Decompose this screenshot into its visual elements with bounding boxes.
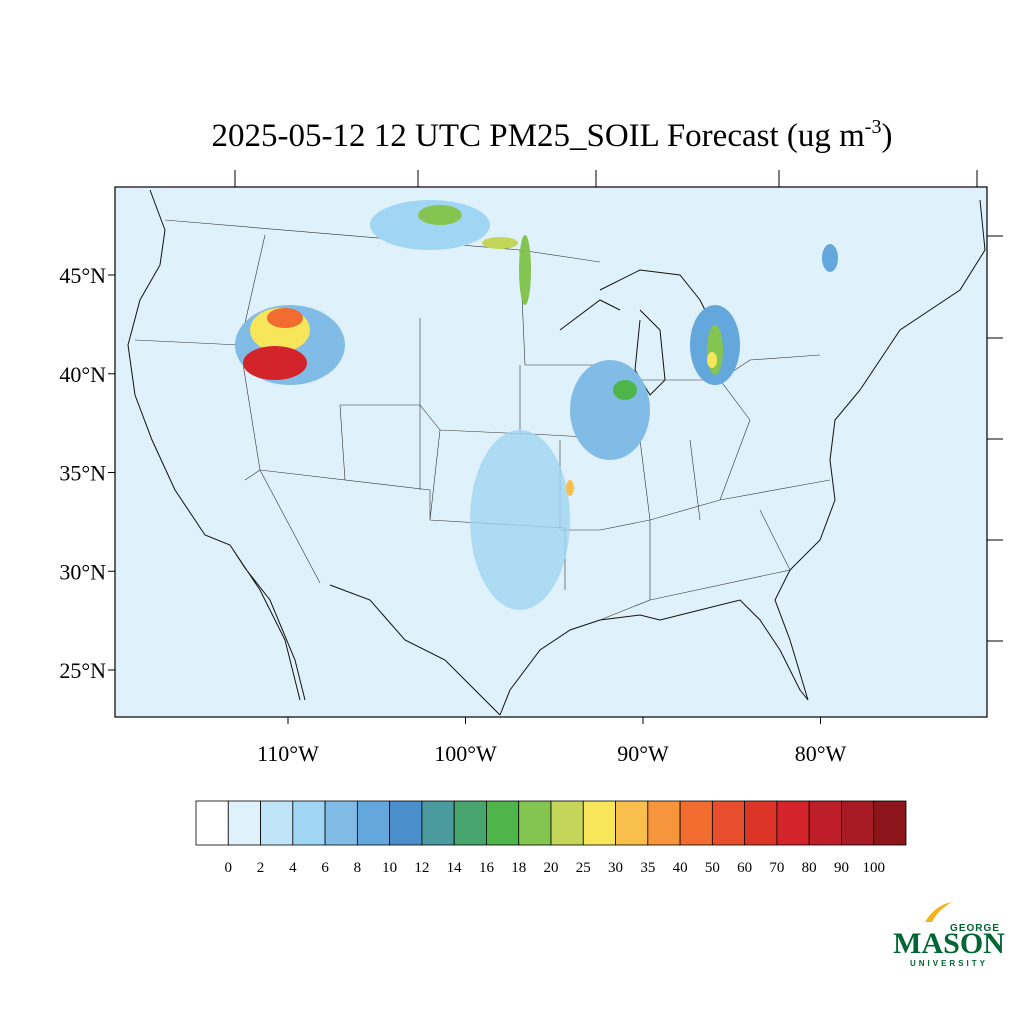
colorbar-label: 18 [511,860,526,876]
colorbar-swatch [227,800,261,846]
lat-label: 35°N [59,461,106,486]
colorbar-swatch [808,800,842,846]
title-main: 2025-05-12 12 UTC PM25_SOIL Forecast (ug… [212,118,866,154]
colorbar-label: 50 [705,860,720,876]
colorbar-swatch [744,800,778,846]
colorbar-swatch [841,800,875,846]
colorbar-label: 14 [447,860,463,876]
colorbar-label: 100 [862,860,885,876]
colorbar-swatch [711,800,746,846]
colorbar-swatch [195,800,229,846]
title-superscript: -3 [865,116,882,138]
colorbar-swatch [324,800,358,846]
axis-labels: 45°N 40°N 35°N 30°N 25°N 110°W 100°W 90°W 80°W [59,263,846,766]
lon-label: 110°W [257,741,319,766]
colorbar-label: 6 [321,860,329,876]
map-panel: 45°N 40°N 35°N 30°N 25°N 110°W 100°W 90°W 80°W [59,170,1003,766]
colorbar-label: 35 [640,860,655,876]
colorbar-swatch [356,800,391,846]
lat-label: 30°N [59,559,106,584]
colorbar-label: 8 [354,860,362,876]
logo-bottom: UNIVERSITY [910,959,988,968]
colorbar: 0 2 4 6 8 10 12 14 16 18 20 25 30 35 40 50 60 70 80 90 100 [195,800,907,876]
lat-label: 40°N [59,362,106,387]
colorbar-label: 12 [414,860,429,876]
colorbar-swatch [615,800,649,846]
title: 2025-05-12 12 UTC PM25_SOIL Forecast (ug… [212,116,893,154]
lat-label: 45°N [59,263,106,288]
colorbar-swatch [873,800,907,846]
colorbar-swatch [518,800,552,846]
map-frame [114,186,988,718]
colorbar-swatch [389,800,423,846]
title-end: ) [881,118,892,154]
lon-label: 100°W [434,741,497,766]
logo-swoosh [925,902,952,922]
colorbar-swatch [421,800,455,846]
colorbar-swatch [647,800,681,846]
colorbar-label: 60 [737,860,752,876]
frame-ticks [234,170,1003,642]
lon-label: 80°W [795,741,847,766]
colorbar-label: 0 [225,860,233,876]
lon-label: 90°W [617,741,669,766]
colorbar-swatch [486,800,520,846]
logo-main: MASON [893,927,1005,960]
concentration-field [235,200,838,610]
lat-label: 25°N [59,658,106,683]
colorbar-label: 70 [769,860,784,876]
logo: GEORGE MASON UNIVERSITY [893,902,1005,968]
colorbar-label: 80 [802,860,817,876]
colorbar-swatch [582,800,616,846]
colorbar-label: 10 [382,860,397,876]
colorbar-label: 30 [608,860,623,876]
colorbar-swatch [776,800,810,846]
colorbar-swatch [292,800,326,846]
colorbar-label: 16 [479,860,495,876]
colorbar-swatch [453,800,487,846]
colorbar-swatch [260,800,294,846]
colorbar-swatch [679,800,713,846]
colorbar-label: 2 [257,860,265,876]
logo-top: GEORGE [950,923,1000,934]
colorbar-swatch [550,800,584,846]
colorbar-label: 20 [544,860,559,876]
colorbar-label: 40 [673,860,688,876]
colorbar-label: 4 [289,860,297,876]
colorbar-label: 25 [576,860,591,876]
colorbar-label: 90 [834,860,849,876]
